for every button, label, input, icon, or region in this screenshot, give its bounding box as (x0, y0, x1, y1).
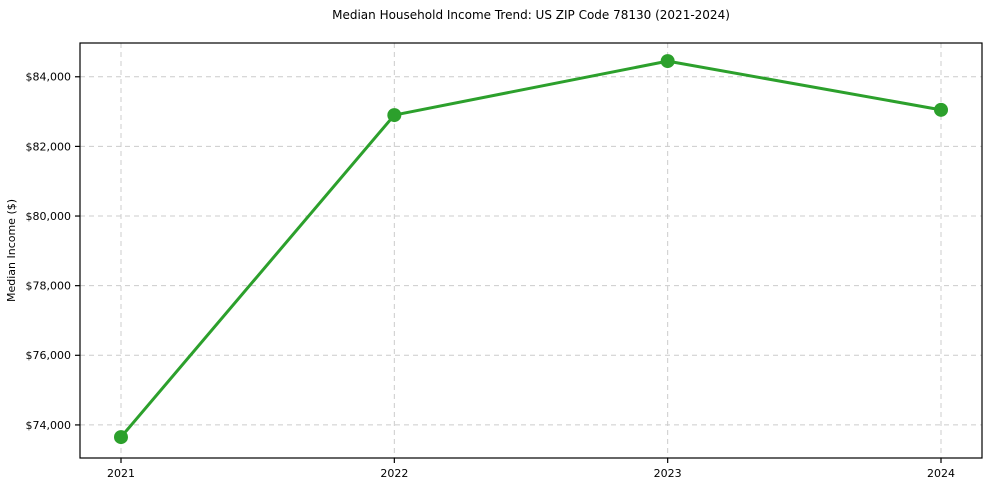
y-axis-label: Median Income ($) (5, 199, 18, 302)
x-tick-label: 2022 (380, 467, 408, 480)
y-tick-label: $82,000 (26, 140, 72, 153)
data-point (114, 430, 128, 445)
x-tick-label: 2021 (107, 467, 135, 480)
y-tick-label: $84,000 (26, 71, 72, 84)
y-tick-label: $76,000 (26, 349, 72, 362)
y-tick-label: $78,000 (26, 280, 72, 293)
data-point (387, 108, 402, 123)
x-tick-label: 2024 (927, 467, 955, 480)
data-point (934, 102, 948, 117)
data-point (660, 54, 675, 69)
trend-line (119, 59, 943, 439)
y-tick-label: $74,000 (26, 419, 72, 432)
x-tick-label: 2023 (654, 467, 682, 480)
y-tick-label: $80,000 (26, 210, 72, 223)
chart-title: Median Household Income Trend: US ZIP Co… (332, 8, 730, 22)
plot-border (79, 42, 983, 459)
